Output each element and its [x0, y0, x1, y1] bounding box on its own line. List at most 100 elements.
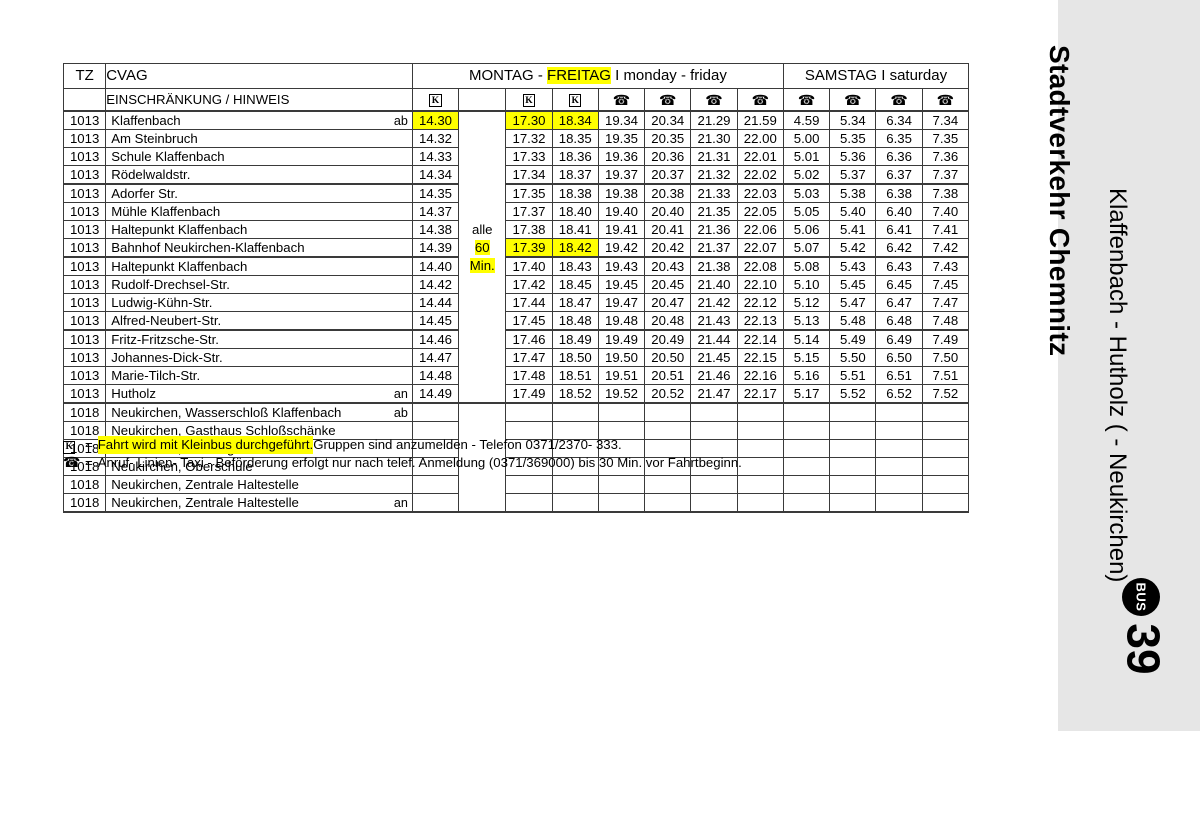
cell-time: 20.41 [644, 220, 692, 239]
interval-line1: alle [471, 221, 493, 237]
cell-time: 14.38 [411, 220, 460, 239]
cell-time [736, 439, 784, 458]
cell-time [551, 475, 599, 494]
k-bus-icon: K [429, 94, 442, 108]
cell-tz: 1018 [62, 402, 107, 422]
cell-time: 19.49 [597, 329, 646, 349]
cell-time: 6.37 [875, 165, 923, 185]
cell-interval [458, 493, 507, 513]
stop-name: Rudolf-Drechsel-Str. [111, 276, 230, 292]
stop-name: Klaffenbach [111, 112, 181, 128]
cell-time: 17.47 [505, 348, 553, 367]
cell-tz: 1018 [62, 457, 107, 476]
cell-time: 17.37 [505, 202, 553, 221]
cell-stop: Alfred-Neubert-Str. [105, 311, 413, 331]
cell-stop: Am Steinbruch [105, 129, 413, 148]
cell-time: 6.47 [875, 293, 923, 312]
cell-time: 18.41 [551, 220, 599, 239]
bus-badge-label: BUS [1133, 582, 1149, 612]
header-symbol-9: ☎ [829, 88, 877, 112]
stop-name: Adorfer Str. [111, 185, 178, 201]
header-symbol-8: ☎ [782, 88, 831, 112]
cell-interval: Min. [458, 257, 507, 276]
interval-line2: 60 [474, 239, 490, 255]
cell-time: 18.51 [551, 366, 599, 385]
cell-time [782, 402, 831, 422]
cell-time: 4.59 [782, 110, 831, 130]
cell-stop: Neukirchen, Oberschule [105, 457, 413, 476]
stop-marker: an [393, 495, 408, 510]
cell-time [690, 439, 738, 458]
header-symbol-1 [458, 88, 507, 112]
table-row: 1013 Mühle Klaffenbach 14.37 17.37 18.40 19.4… [62, 202, 970, 221]
cell-time: 17.39 [505, 238, 553, 258]
cell-stop: Neukirchen, Zentrale Haltestelle an [105, 493, 413, 513]
cell-time: 19.34 [597, 110, 646, 130]
cell-time: 17.45 [505, 311, 553, 331]
cell-time: 18.37 [551, 165, 599, 185]
cell-interval [458, 330, 507, 349]
cell-time: 14.42 [411, 275, 460, 294]
cell-time: 17.42 [505, 275, 553, 294]
cell-time [736, 475, 784, 494]
cell-time [411, 493, 460, 513]
cell-time [875, 493, 923, 513]
table-row: 1018 Neukirchen, Zentrale Haltestelle an [62, 493, 970, 513]
table-row: 1018 Neukirchen, Wasserschloß Klaffenbach… [62, 402, 970, 422]
cell-tz: 1013 [62, 202, 107, 221]
cell-time: 7.43 [921, 256, 970, 276]
cell-interval [458, 366, 507, 385]
cell-stop: Adorfer Str. [105, 183, 413, 203]
cell-time: 5.40 [829, 202, 877, 221]
cell-tz: 1018 [62, 493, 107, 513]
cell-interval [458, 311, 507, 330]
table-row: 1013 Ludwig-Kühn-Str. 14.44 17.44 18.47 19.47… [62, 293, 970, 312]
cell-time [921, 402, 970, 422]
cell-time: 20.51 [644, 366, 692, 385]
cell-interval [458, 184, 507, 203]
cell-stop: Haltepunkt Klaffenbach [105, 220, 413, 239]
cell-stop: Ludwig-Kühn-Str. [105, 293, 413, 312]
cell-time: 14.40 [411, 256, 460, 276]
cell-time [551, 493, 599, 513]
cell-interval [458, 110, 507, 130]
header-symbol-4: ☎ [597, 88, 646, 112]
cell-time: 20.47 [644, 293, 692, 312]
cell-time: 22.16 [736, 366, 784, 385]
cell-tz: 1013 [62, 256, 107, 276]
table-row: 1013 Am Steinbruch 14.32 17.32 18.35 19.35 20.… [62, 129, 970, 148]
cell-time [644, 493, 692, 513]
cell-time: 5.02 [782, 165, 831, 185]
cell-time [411, 475, 460, 494]
cell-time: 20.40 [644, 202, 692, 221]
cell-time: 22.08 [736, 256, 784, 276]
cell-stop: Neukirchen, Wasserschloß Klaffenbach ab [105, 402, 413, 422]
cell-time [644, 457, 692, 476]
stop-name: Rödelwaldstr. [111, 166, 191, 182]
cell-time: 21.32 [690, 165, 738, 185]
k-bus-icon: K [522, 94, 536, 108]
cell-time: 21.45 [690, 348, 738, 367]
cell-time [690, 402, 738, 422]
table-row: 1013 Klaffenbach ab 14.30 17.30 18.34 19.34 20.… [62, 110, 970, 130]
cell-time [690, 457, 738, 476]
cell-time: 5.52 [829, 384, 877, 404]
cell-time [782, 457, 831, 476]
line-number-text: 39 [1117, 623, 1170, 675]
cell-time: 17.44 [505, 293, 553, 312]
footnote-icon: ☎ [63, 454, 85, 472]
cell-time: 19.51 [597, 366, 646, 385]
cell-time: 20.49 [644, 329, 692, 349]
cell-tz: 1018 [62, 421, 107, 440]
phone-icon: ☎ [936, 91, 955, 108]
cell-time [505, 493, 553, 513]
cell-time: 5.12 [782, 293, 831, 312]
cell-time [829, 457, 877, 476]
cell-tz: 1013 [62, 165, 107, 185]
cell-time: 5.51 [829, 366, 877, 385]
cell-time: 20.37 [644, 165, 692, 185]
stop-marker: ab [393, 113, 408, 128]
cell-tz: 1013 [62, 311, 107, 331]
cell-interval [458, 421, 507, 440]
footnote-equals: = [85, 437, 93, 452]
